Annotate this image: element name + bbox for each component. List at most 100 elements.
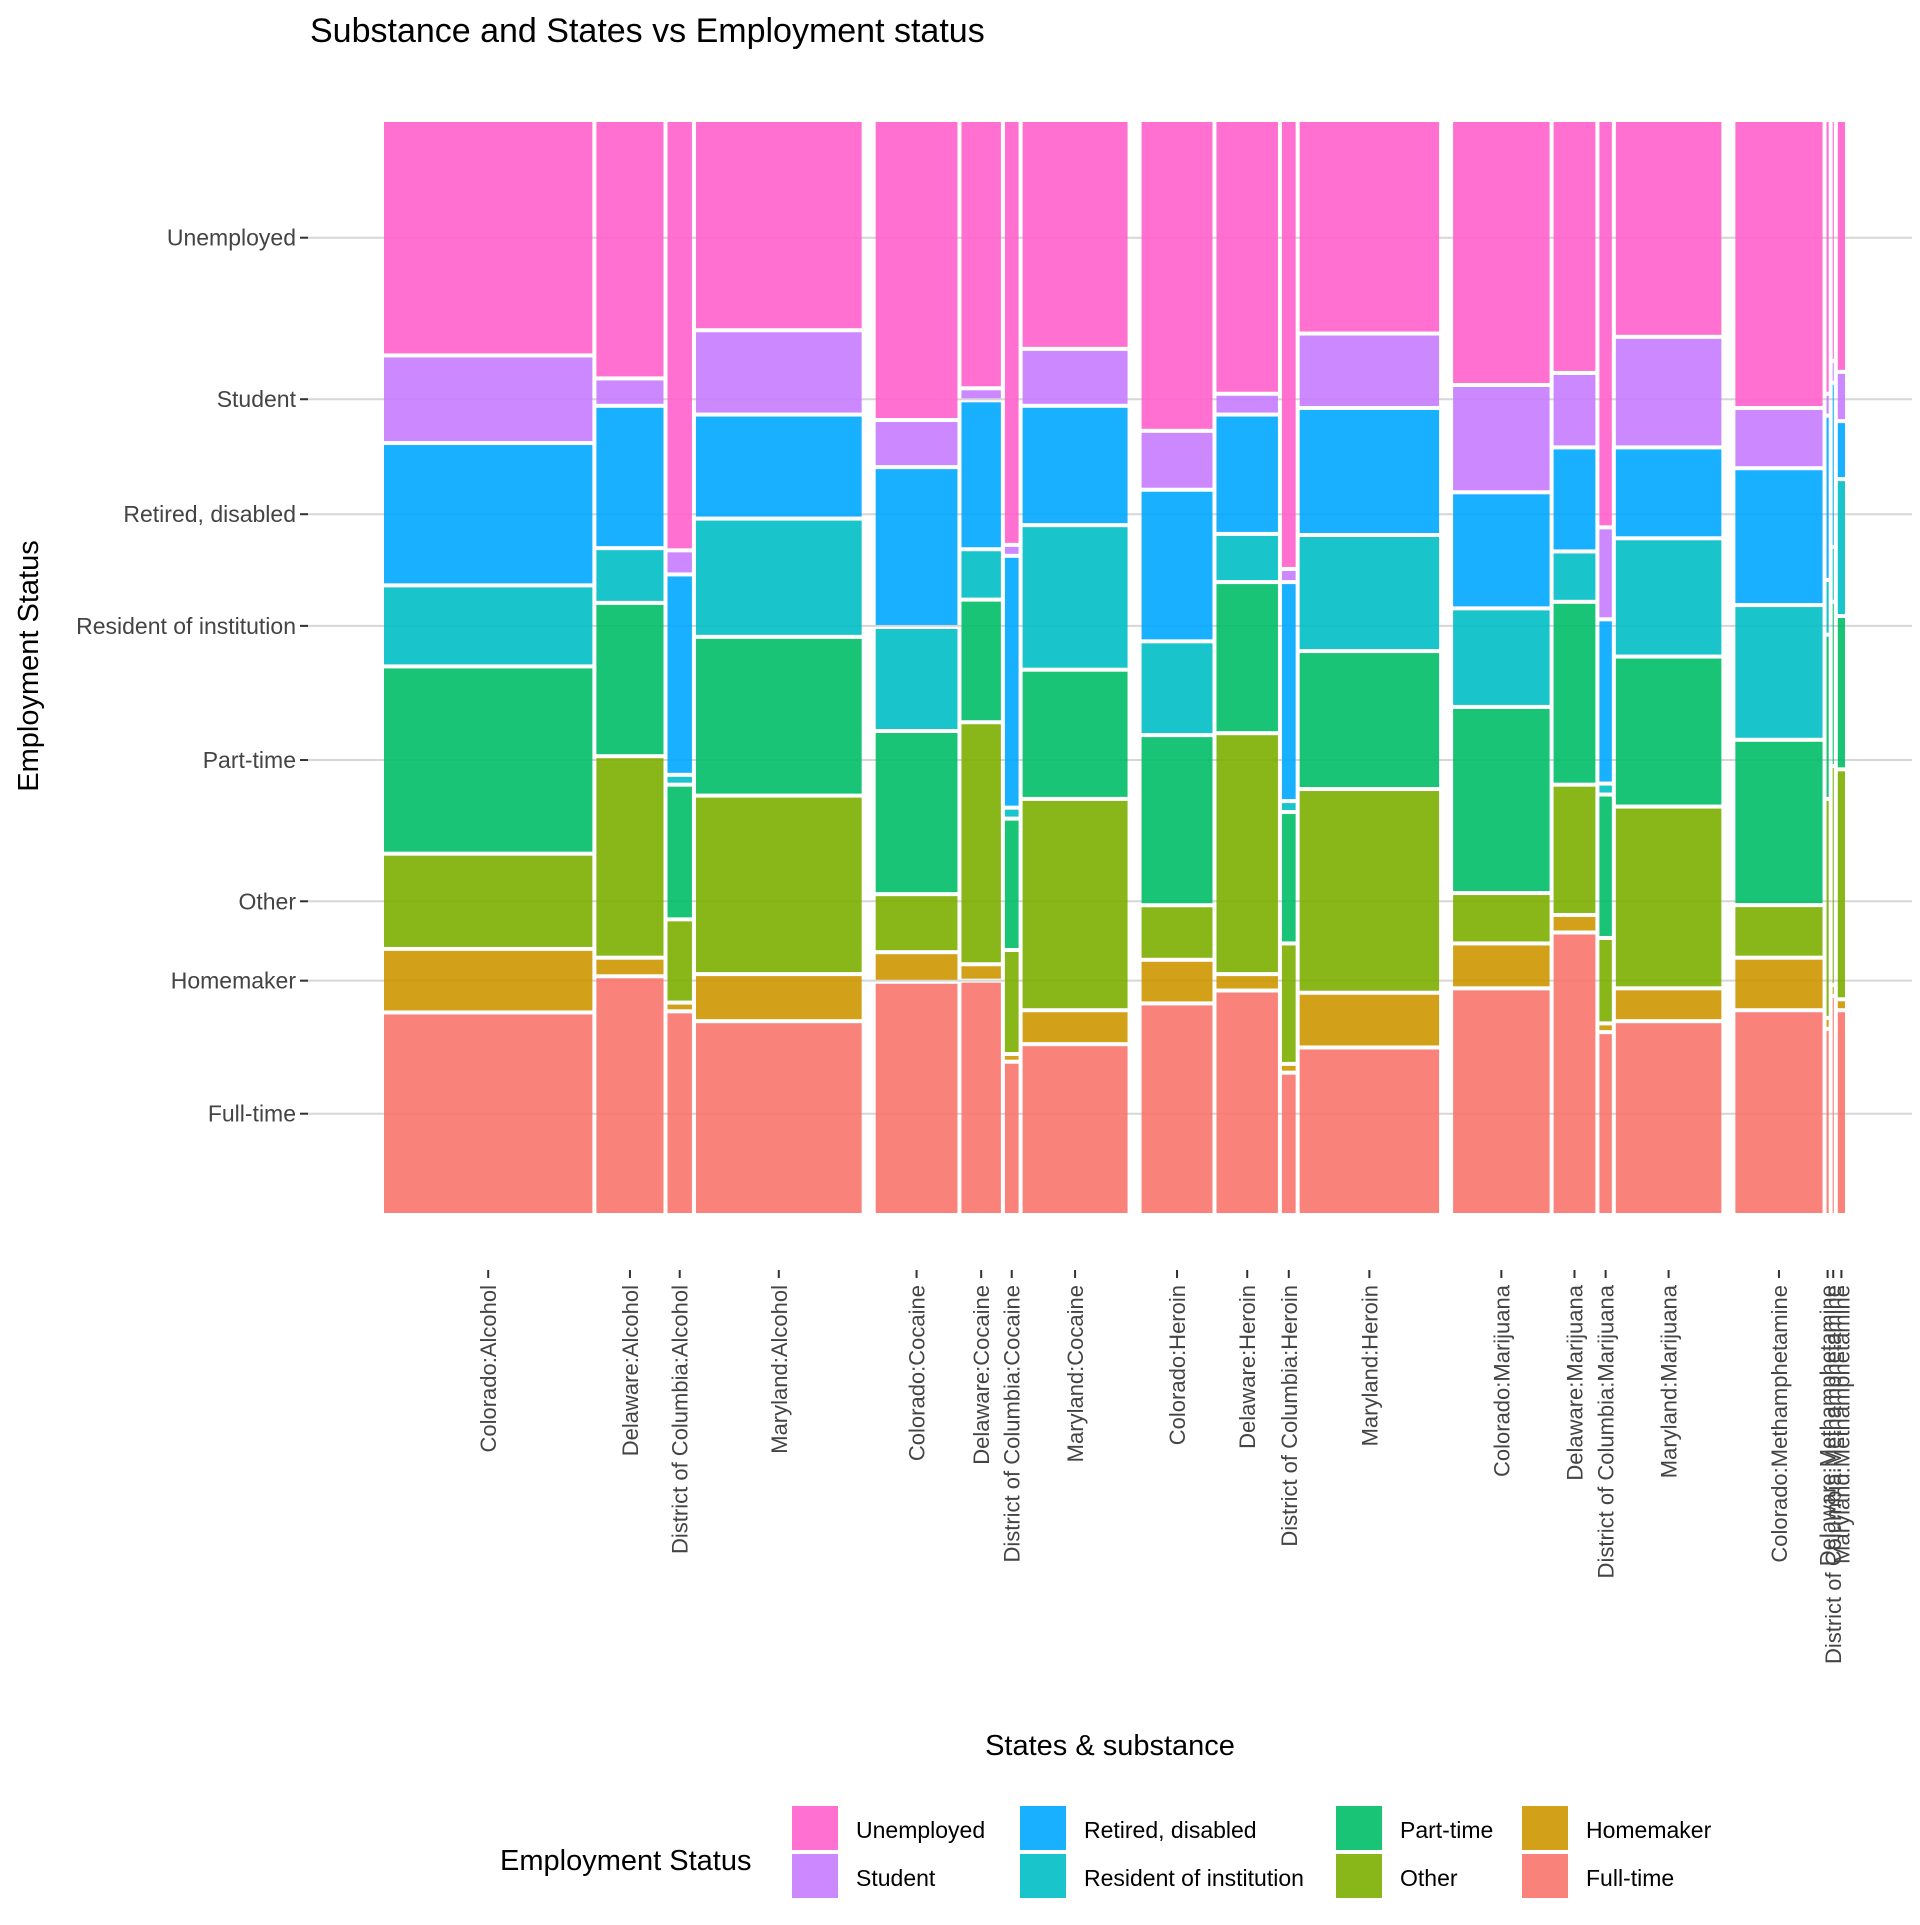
tile-district-of-columbia-heroin-part-time (1281, 814, 1296, 942)
legend-label-student: Student (856, 1865, 936, 1891)
tile-delaware-alcohol-resident-of-institution (596, 550, 664, 601)
x-tick-label-colorado-heroin: Colorado:Heroin (1165, 1285, 1190, 1445)
tile-delaware-alcohol-full-time (596, 978, 664, 1213)
tile-district-of-columbia-cocaine-part-time (1004, 820, 1019, 949)
tile-district-of-columbia-cocaine-student (1004, 546, 1019, 554)
tile-district-of-columbia-alcohol-other (667, 921, 692, 1001)
tile-colorado-alcohol-resident-of-institution (384, 587, 593, 665)
tile-district-of-columbia-heroin-retired-disabled (1281, 584, 1296, 800)
tile-maryland-alcohol-unemployed (695, 122, 862, 329)
legend-swatch-unemployed (792, 1806, 838, 1850)
tile-maryland-cocaine-resident-of-institution (1022, 527, 1128, 668)
tile-district-of-columbia-methamphetamine-unemployed (1832, 122, 1834, 359)
legend-label-unemployed: Unemployed (856, 1817, 985, 1843)
legend-swatch-student (792, 1854, 838, 1898)
tile-colorado-marijuana-part-time (1453, 708, 1550, 892)
tile-colorado-marijuana-resident-of-institution (1453, 610, 1550, 705)
tile-delaware-heroin-unemployed (1216, 122, 1278, 392)
tile-maryland-heroin-part-time (1299, 653, 1440, 788)
tile-district-of-columbia-marijuana-full-time (1599, 1034, 1612, 1213)
tile-delaware-cocaine-full-time (961, 982, 1001, 1213)
tile-colorado-alcohol-full-time (384, 1014, 593, 1213)
tile-district-of-columbia-cocaine-unemployed (1004, 122, 1019, 543)
tile-district-of-columbia-heroin-full-time (1281, 1074, 1296, 1213)
tile-colorado-marijuana-other (1453, 895, 1550, 942)
tile-delaware-methamphetamine-student (1826, 395, 1829, 414)
tile-delaware-marijuana-part-time (1553, 603, 1596, 783)
tile-colorado-methamphetamine-unemployed (1735, 122, 1823, 406)
tile-delaware-methamphetamine-full-time (1826, 1030, 1829, 1213)
tile-maryland-alcohol-other (695, 797, 862, 973)
x-tick-label-delaware-alcohol: Delaware:Alcohol (618, 1285, 643, 1456)
tile-maryland-marijuana-other (1615, 808, 1722, 987)
tile-colorado-cocaine-student (875, 422, 958, 466)
tile-maryland-methamphetamine-unemployed (1837, 122, 1845, 370)
tile-delaware-marijuana-resident-of-institution (1553, 553, 1596, 600)
tile-colorado-heroin-part-time (1141, 737, 1213, 904)
x-tick-label-colorado-alcohol: Colorado:Alcohol (476, 1285, 501, 1453)
tile-delaware-marijuana-other (1553, 786, 1596, 913)
tile-maryland-cocaine-full-time (1022, 1046, 1128, 1213)
x-tick-label-district-of-columbia-cocaine: District of Columbia:Cocaine (1000, 1285, 1025, 1563)
tile-colorado-alcohol-other (384, 855, 593, 947)
tile-district-of-columbia-methamphetamine-full-time (1832, 998, 1834, 1213)
tile-colorado-alcohol-unemployed (384, 122, 593, 354)
y-axis-title: Employment Status (13, 540, 45, 791)
tile-colorado-marijuana-full-time (1453, 990, 1550, 1213)
x-tick-label-maryland-cocaine: Maryland:Cocaine (1063, 1285, 1088, 1462)
tile-maryland-alcohol-retired-disabled (695, 416, 862, 517)
tile-district-of-columbia-alcohol-unemployed (667, 122, 692, 549)
tile-delaware-cocaine-resident-of-institution (961, 551, 1001, 598)
x-tick-label-district-of-columbia-marijuana: District of Columbia:Marijuana (1594, 1284, 1619, 1578)
tile-delaware-methamphetamine-resident-of-institution (1826, 581, 1829, 633)
tile-district-of-columbia-methamphetamine-homemaker (1832, 987, 1834, 994)
y-tick-label-student: Student (217, 386, 297, 412)
tile-district-of-columbia-alcohol-part-time (667, 786, 692, 918)
tile-district-of-columbia-cocaine-other (1004, 952, 1019, 1053)
legend-label-part-time: Part-time (1400, 1817, 1493, 1843)
tile-delaware-heroin-resident-of-institution (1216, 535, 1278, 581)
legend-swatch-homemaker (1522, 1806, 1568, 1850)
legend-swatch-full-time (1522, 1854, 1568, 1898)
x-tick-label-delaware-heroin: Delaware:Heroin (1235, 1285, 1260, 1449)
tile-delaware-methamphetamine-unemployed (1826, 122, 1829, 392)
tile-district-of-columbia-alcohol-retired-disabled (667, 576, 692, 773)
tile-district-of-columbia-alcohol-student (667, 552, 692, 573)
x-axis: Colorado:Alcohol Delaware:Alcohol District… (476, 1270, 1854, 1664)
tile-delaware-heroin-full-time (1216, 992, 1278, 1213)
tile-maryland-marijuana-student (1615, 338, 1722, 446)
tile-maryland-heroin-resident-of-institution (1299, 537, 1440, 650)
tile-delaware-alcohol-retired-disabled (596, 407, 664, 547)
tile-colorado-heroin-retired-disabled (1141, 491, 1213, 640)
tile-delaware-alcohol-student (596, 380, 664, 404)
tile-district-of-columbia-marijuana-resident-of-institution (1599, 785, 1612, 793)
legend-label-other: Other (1400, 1865, 1458, 1891)
x-tick-label-colorado-methamphetamine: Colorado:Methamphetamine (1767, 1285, 1792, 1563)
x-axis-title: States & substance (985, 1730, 1235, 1762)
legend-label-full-time: Full-time (1586, 1865, 1674, 1891)
y-tick-label-resident-of-institution: Resident of institution (76, 613, 296, 639)
tile-colorado-cocaine-part-time (875, 733, 958, 893)
tile-district-of-columbia-alcohol-homemaker (667, 1004, 692, 1010)
x-tick-label-district-of-columbia-heroin: District of Columbia:Heroin (1277, 1285, 1302, 1547)
x-tick-label-colorado-cocaine: Colorado:Cocaine (905, 1285, 930, 1461)
tile-district-of-columbia-methamphetamine-student (1832, 362, 1834, 381)
tile-delaware-cocaine-part-time (961, 601, 1001, 721)
tile-maryland-methamphetamine-other (1837, 771, 1845, 998)
tile-district-of-columbia-cocaine-homemaker (1004, 1056, 1019, 1060)
legend-swatch-other (1336, 1854, 1382, 1898)
tile-maryland-methamphetamine-part-time (1837, 618, 1845, 768)
legend-label-homemaker: Homemaker (1586, 1817, 1712, 1843)
x-tick-label-delaware-cocaine: Delaware:Cocaine (969, 1285, 994, 1465)
tile-colorado-methamphetamine-retired-disabled (1735, 470, 1823, 604)
tile-delaware-marijuana-student (1553, 374, 1596, 446)
tile-maryland-methamphetamine-homemaker (1837, 1001, 1845, 1009)
tile-district-of-columbia-heroin-unemployed (1281, 122, 1296, 567)
tile-delaware-marijuana-unemployed (1553, 122, 1596, 371)
tile-delaware-alcohol-part-time (596, 604, 664, 755)
tile-colorado-cocaine-homemaker (875, 954, 958, 980)
tile-district-of-columbia-marijuana-unemployed (1599, 122, 1612, 526)
tile-maryland-methamphetamine-retired-disabled (1837, 423, 1845, 478)
x-tick-label-delaware-methamphetamine: Delaware:Methamphetamine (1816, 1285, 1841, 1566)
